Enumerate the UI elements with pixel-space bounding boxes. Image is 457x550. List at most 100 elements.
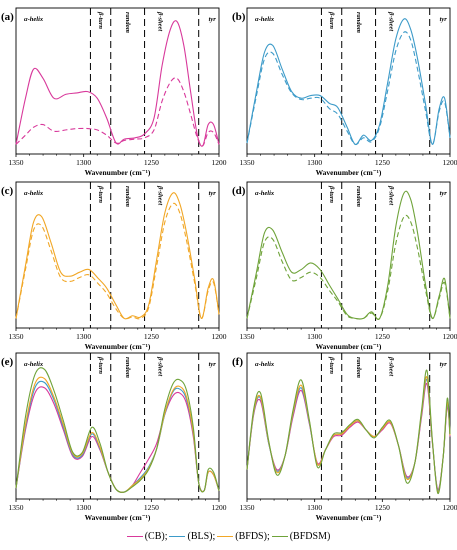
region-label: α-helix — [255, 16, 275, 23]
x-tick-label: 1350 — [240, 503, 255, 512]
region-label: tyr — [440, 361, 448, 368]
legend: (CB); (BLS); (BFDS); (BFDSM) — [0, 531, 457, 549]
series-line-cb — [246, 382, 451, 490]
x-tick-label: 1300 — [76, 332, 91, 341]
x-axis-title: Wavenumber (cm⁻¹) — [316, 168, 382, 177]
x-tick-label: 1200 — [212, 158, 227, 167]
x-tick-label: 1200 — [443, 503, 457, 512]
panel-letter: (d) — [232, 185, 246, 197]
series-line-bfdsm-dashed — [246, 214, 451, 320]
region-label: α-helix — [24, 16, 44, 23]
panel-letter: (a) — [1, 11, 14, 23]
panel-b: α-helix β-turn random β-sheet tyr 1350 1300 125… — [232, 7, 457, 177]
region-label: random — [355, 186, 362, 207]
x-tick-label: 1200 — [443, 158, 457, 167]
x-tick-label: 1250 — [144, 332, 159, 341]
region-label: tyr — [440, 190, 448, 197]
x-axis-title: Wavenumber (cm⁻¹) — [85, 168, 151, 177]
spectra-figure: α-helix β-turn random β-sheet tyr 1350 1300 125… — [1, 7, 457, 522]
region-label: β-sheet — [388, 185, 395, 205]
legend-entry-bfds: (BFDS); — [217, 531, 270, 542]
x-tick-label: 1350 — [9, 158, 24, 167]
x-tick-label: 1300 — [76, 503, 91, 512]
region-label: β-turn — [328, 11, 335, 29]
region-label: β-sheet — [157, 185, 164, 205]
region-label: α-helix — [255, 361, 275, 368]
legend-label: (CB); — [144, 531, 168, 542]
panel-e: α-helix β-turn random β-sheet tyr 1350 1300 125… — [1, 352, 227, 522]
x-tick-label: 1200 — [212, 503, 227, 512]
x-tick-label: 1350 — [240, 158, 255, 167]
panel-letter: (c) — [1, 185, 14, 197]
x-tick-label: 1300 — [307, 503, 322, 512]
x-tick-label: 1300 — [307, 158, 322, 167]
region-label: α-helix — [24, 190, 44, 197]
series-line-bfds — [15, 376, 220, 493]
x-axis-title: Wavenumber (cm⁻¹) — [316, 342, 382, 351]
x-tick-label: 1350 — [240, 332, 255, 341]
legend-label: (BLS); — [187, 531, 216, 542]
legend-label: (BFDSM) — [289, 531, 331, 542]
region-label: tyr — [440, 16, 448, 23]
x-tick-label: 1250 — [144, 503, 159, 512]
series-line-bfdsm — [246, 190, 451, 320]
plot-frame — [246, 181, 451, 329]
region-label: β-turn — [328, 185, 335, 203]
legend-entry-cb: (CB); — [126, 531, 168, 542]
region-label: tyr — [209, 190, 217, 197]
panel-letter: (f) — [232, 356, 243, 368]
region-label: random — [124, 186, 131, 207]
panel-letter: (e) — [1, 356, 14, 368]
legend-swatch — [271, 536, 288, 538]
region-label: random — [355, 12, 362, 33]
x-tick-label: 1250 — [375, 332, 390, 341]
x-axis-title: Wavenumber (cm⁻¹) — [85, 513, 151, 522]
region-label: β-turn — [97, 356, 104, 374]
x-tick-label: 1250 — [375, 503, 390, 512]
panel-d: α-helix β-turn random β-sheet tyr 1350 1300 125… — [232, 181, 457, 351]
legend-swatch — [126, 536, 143, 538]
plot-frame — [15, 352, 220, 500]
plot-frame — [15, 181, 220, 329]
region-label: β-sheet — [157, 11, 164, 31]
x-tick-label: 1250 — [144, 158, 159, 167]
series-line-bls-dashed — [246, 31, 451, 145]
series-line-bfds — [15, 192, 220, 320]
series-line-bfdsm — [246, 369, 451, 494]
panel-c: α-helix β-turn random β-sheet tyr 1350 1300 125… — [1, 181, 227, 351]
region-label: β-sheet — [388, 356, 395, 376]
region-label: tyr — [209, 361, 217, 368]
region-label: α-helix — [255, 190, 275, 197]
region-label: β-turn — [97, 185, 104, 203]
series-line-bls — [246, 18, 451, 145]
x-tick-label: 1200 — [443, 332, 457, 341]
panel-letter: (b) — [232, 11, 246, 23]
legend-swatch — [169, 536, 186, 538]
x-axis-title: Wavenumber (cm⁻¹) — [316, 513, 382, 522]
region-label: α-helix — [24, 361, 44, 368]
x-tick-label: 1250 — [375, 158, 390, 167]
series-line-cb — [15, 20, 220, 147]
legend-entry-bfdsm: (BFDSM) — [271, 531, 331, 542]
series-line-bfds-dashed — [15, 202, 220, 320]
legend-entry-bls: (BLS); — [169, 531, 215, 542]
x-tick-label: 1300 — [307, 332, 322, 341]
x-axis-title: Wavenumber (cm⁻¹) — [85, 342, 151, 351]
x-tick-label: 1350 — [9, 332, 24, 341]
region-label: random — [124, 357, 131, 378]
legend-label: (BFDS); — [235, 531, 270, 542]
panel-f: α-helix β-turn random β-sheet tyr 1350 1300 125… — [232, 352, 457, 522]
x-tick-label: 1200 — [212, 332, 227, 341]
region-label: β-turn — [97, 11, 104, 29]
series-line-bfdsm — [15, 367, 220, 493]
panel-a: α-helix β-turn random β-sheet tyr 1350 1300 125… — [1, 7, 227, 177]
region-label: random — [355, 357, 362, 378]
series-line-cb-dashed — [15, 77, 220, 147]
x-tick-label: 1350 — [9, 503, 24, 512]
region-label: random — [124, 12, 131, 33]
x-tick-label: 1300 — [76, 158, 91, 167]
region-label: tyr — [209, 16, 217, 23]
region-label: β-sheet — [388, 11, 395, 31]
region-label: β-sheet — [157, 356, 164, 376]
legend-swatch — [217, 536, 234, 538]
